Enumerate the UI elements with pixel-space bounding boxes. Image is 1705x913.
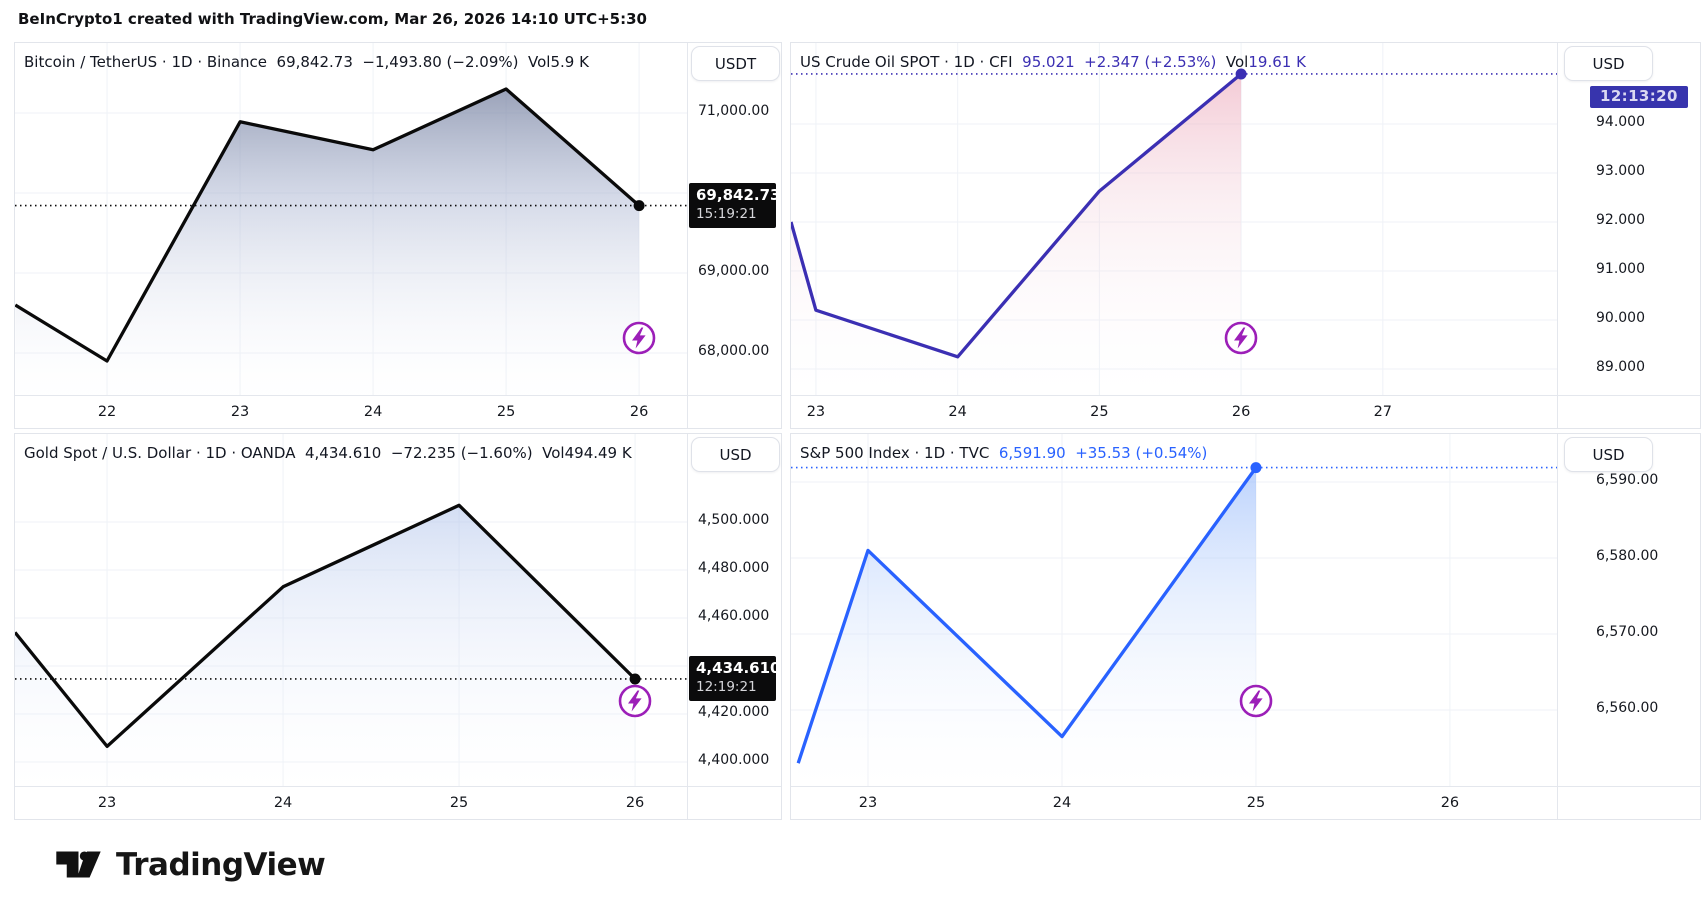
legend-text: Vol	[518, 53, 551, 71]
flash-icon	[621, 320, 657, 356]
price-axis-label: 94.000	[1596, 114, 1645, 130]
time-axis-separator	[15, 786, 781, 787]
chart-pane-gold: Gold Spot / U.S. Dollar · 1D · OANDA 4,4…	[14, 433, 782, 820]
time-axis-label: 25	[1090, 404, 1109, 420]
last-price-value: 69,842.73	[696, 185, 781, 204]
last-price-time: 15:19:21	[696, 205, 757, 222]
legend-text: 494.49 K	[564, 444, 632, 462]
time-axis-label: 23	[230, 404, 250, 420]
last-price-badge: 4,434.610 12:19:21	[689, 655, 781, 701]
currency-button[interactable]: USD	[1564, 437, 1653, 472]
time-axis-label: 24	[948, 404, 967, 420]
price-axis[interactable]: USD 6,590.00 6,580.00 6,570.00 6,560.00	[1558, 434, 1702, 819]
price-axis[interactable]: USD 4,500.0004,480.0004,460.0004,440.000…	[688, 434, 783, 819]
price-axis-separator[interactable]	[687, 434, 688, 819]
price-chart-canvas[interactable]	[791, 434, 1557, 786]
time-axis[interactable]: 22 23 24 25 26	[15, 396, 687, 430]
time-axis-separator	[791, 395, 1700, 396]
chart-legend[interactable]: Bitcoin / TetherUS · 1D · Binance 69,842…	[24, 52, 589, 72]
legend-text: Gold Spot / U.S. Dollar · 1D · OANDA	[24, 444, 296, 462]
legend-text: S&P 500 Index · 1D · TVC	[800, 444, 990, 462]
legend-text: 6,591.90 +35.53 (+0.54%)	[989, 444, 1208, 462]
price-axis-label: 4,420.000	[698, 704, 770, 721]
currency-button[interactable]: USDT	[691, 46, 780, 81]
time-axis-label: 24	[363, 404, 383, 420]
chart-pane-btcusdt: Bitcoin / TetherUS · 1D · Binance 69,842…	[14, 42, 782, 429]
time-axis-label: 25	[449, 795, 469, 811]
time-axis-label: 23	[858, 795, 878, 811]
price-axis-label: 4,480.000	[698, 560, 770, 577]
time-axis-separator	[791, 786, 1700, 787]
price-axis-label: 4,500.000	[698, 512, 770, 529]
tradingview-logo-icon	[56, 851, 101, 878]
currency-button[interactable]: USD	[1564, 46, 1653, 81]
legend-text: 5.9 K	[550, 53, 589, 71]
currency-button[interactable]: USD	[691, 437, 780, 472]
time-axis-label: 24	[1052, 795, 1072, 811]
price-chart-canvas[interactable]	[15, 434, 687, 786]
price-axis-label: 6,570.00	[1596, 624, 1659, 640]
price-axis-label: 6,560.00	[1596, 700, 1659, 716]
time-axis[interactable]: 23 24 25 26	[791, 787, 1557, 821]
legend-text: US Crude Oil SPOT · 1D · CFI	[800, 53, 1013, 71]
time-axis-label: 27	[1373, 404, 1393, 420]
time-axis-label: 25	[1246, 795, 1266, 811]
legend-text: 95.021 +2.347 (+2.53%)	[1012, 53, 1217, 71]
price-axis-label: 93.000	[1596, 163, 1645, 179]
time-axis[interactable]: 23 24 25 26 27	[791, 396, 1557, 430]
time-axis-label: 26	[1231, 404, 1251, 420]
chart-legend[interactable]: US Crude Oil SPOT · 1D · CFI 95.021 +2.3…	[800, 52, 1306, 72]
price-axis-label: 4,400.000	[698, 752, 770, 768]
legend-text: Vol	[532, 444, 565, 462]
price-axis-label: 68,000.00	[698, 343, 770, 359]
chart-legend[interactable]: S&P 500 Index · 1D · TVC 6,591.90 +35.53…	[800, 443, 1207, 463]
legend-text: 4,434.610 −72.235 (−1.60%)	[295, 444, 533, 462]
attribution-text: BeInCrypto1 created with TradingView.com…	[18, 10, 647, 28]
price-axis-separator[interactable]	[1557, 434, 1558, 819]
price-chart-canvas[interactable]	[15, 43, 687, 395]
price-axis-separator[interactable]	[1557, 43, 1558, 428]
time-axis-label: 26	[1440, 795, 1460, 811]
price-axis-label: 92.000	[1596, 212, 1645, 228]
price-axis-label: 69,000.00	[698, 263, 770, 279]
last-price-badge: 69,842.73 15:19:21	[689, 182, 781, 228]
flash-icon	[1223, 320, 1259, 356]
time-axis-label: 26	[629, 404, 649, 420]
time-axis-label: 25	[496, 404, 516, 420]
price-axis-label: 90.000	[1596, 310, 1645, 327]
time-axis-label: 23	[97, 795, 117, 811]
price-chart-canvas[interactable]	[791, 43, 1557, 395]
price-axis-label: 91.000	[1596, 261, 1645, 278]
time-axis-separator	[15, 395, 781, 396]
legend-text: Vol	[1216, 53, 1249, 71]
legend-text: 19.61 K	[1248, 53, 1306, 71]
price-axis[interactable]: USDT 71,000.0070,000.0069,000.0068,000.0…	[688, 43, 783, 428]
chart-legend[interactable]: Gold Spot / U.S. Dollar · 1D · OANDA 4,4…	[24, 443, 632, 463]
price-axis[interactable]: USD 94.000 93.000 92.000 91.000 90.000 89.000…	[1558, 43, 1702, 428]
last-price-time: 12:19:21	[696, 678, 757, 695]
flash-icon	[617, 683, 653, 719]
chart-pane-crude-oil: US Crude Oil SPOT · 1D · CFI 95.021 +2.3…	[790, 42, 1701, 429]
bar-countdown-badge: 12:13:20	[1590, 85, 1688, 108]
price-axis-separator[interactable]	[687, 43, 688, 428]
price-axis-label: 89.000	[1596, 359, 1645, 376]
price-axis-label: 6,580.00	[1596, 548, 1659, 565]
time-axis-label: 26	[625, 795, 645, 811]
flash-icon	[1238, 683, 1274, 719]
time-axis-label: 22	[97, 404, 117, 420]
last-price-value: 4,434.610	[696, 658, 781, 677]
time-axis[interactable]: 23 24 25 26	[15, 787, 687, 821]
tradingview-logo: TradingView	[55, 846, 326, 883]
price-axis-label: 71,000.00	[698, 103, 770, 119]
legend-text: Bitcoin / TetherUS · 1D · Binance	[24, 53, 267, 71]
time-axis-label: 24	[273, 795, 293, 811]
price-axis-label: 6,590.00	[1596, 472, 1659, 489]
tradingview-logo-text: TradingView	[116, 846, 326, 883]
time-axis-label: 23	[806, 404, 826, 420]
legend-text: 69,842.73 −1,493.80 (−2.09%)	[267, 53, 519, 71]
price-axis-label: 4,460.000	[698, 608, 770, 625]
chart-pane-sp500: S&P 500 Index · 1D · TVC 6,591.90 +35.53…	[790, 433, 1701, 820]
